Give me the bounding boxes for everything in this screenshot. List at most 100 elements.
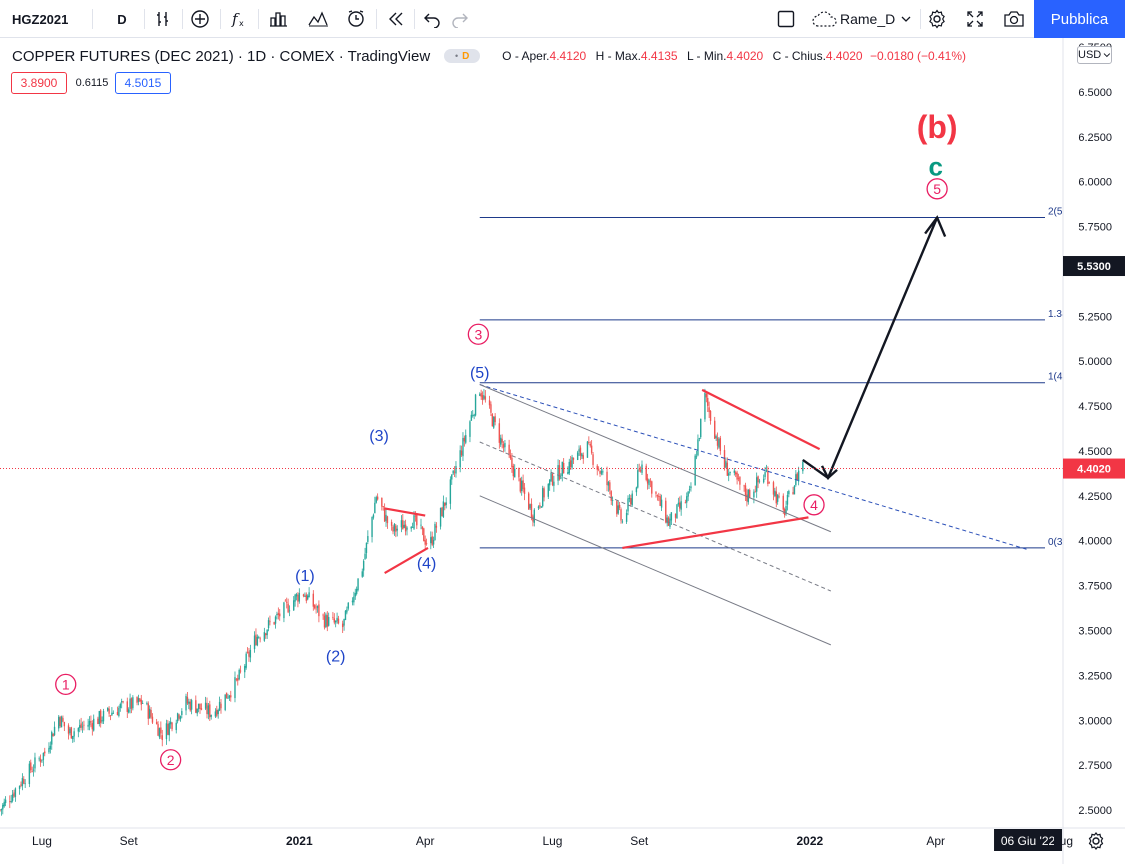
chart-legend: COPPER FUTURES (DEC 2021) · 1D · COMEX ·… <box>12 46 966 66</box>
price-tick-label: 4.2500 <box>1078 491 1112 503</box>
sell-price-button[interactable]: 3.8900 <box>11 72 67 94</box>
interval-button[interactable]: D <box>117 11 127 27</box>
wave-circle <box>55 673 77 696</box>
candle-body <box>160 727 162 734</box>
price-tick-label: 6.2500 <box>1078 132 1112 144</box>
candle-body <box>116 712 119 716</box>
candle-body <box>100 710 102 723</box>
bars-icon[interactable] <box>264 0 292 38</box>
candle-body <box>9 801 11 803</box>
data-flag[interactable]: • D <box>444 49 481 63</box>
gear-icon[interactable] <box>924 0 950 38</box>
layout-name[interactable]: Rame_D <box>840 11 896 27</box>
candle-body <box>88 720 91 726</box>
alert-icon[interactable] <box>342 0 370 38</box>
candle-body <box>600 471 603 474</box>
candle-body <box>404 524 407 532</box>
candle-body <box>578 449 580 452</box>
candle-body <box>572 457 575 460</box>
candle-body <box>206 703 208 715</box>
candle-body <box>786 495 789 505</box>
candle-body <box>307 595 309 600</box>
candle-body <box>295 594 298 597</box>
candle-body <box>374 502 376 514</box>
candle-body <box>200 708 203 710</box>
chart-drawings[interactable]: 2(5 1.38 1(4 0(3 <box>0 207 1068 646</box>
buy-price-button[interactable]: 4.5015 <box>115 72 171 94</box>
candle-body <box>625 512 628 522</box>
candle-body <box>77 727 80 732</box>
wave-circle <box>159 749 182 771</box>
publish-button[interactable]: Pubblica <box>1034 0 1125 38</box>
candle-body <box>588 442 590 443</box>
candle-body <box>793 485 796 495</box>
candle-body <box>189 701 191 711</box>
redo-icon[interactable] <box>448 0 472 38</box>
candle-body <box>109 715 112 717</box>
series-title[interactable]: COPPER FUTURES (DEC 2021) · 1D · COMEX ·… <box>12 47 431 65</box>
indicator-icon[interactable] <box>304 0 332 38</box>
candle-body <box>688 489 691 491</box>
candle-body <box>606 471 608 486</box>
bar-style-icon[interactable] <box>150 0 176 38</box>
candle-body <box>48 747 50 753</box>
square-icon[interactable] <box>774 0 798 38</box>
time-tick-label: Set <box>630 834 649 848</box>
candle-body <box>235 678 238 680</box>
candle-body <box>610 491 612 501</box>
candle-body <box>558 465 561 480</box>
candle-body <box>209 704 211 718</box>
candle-body <box>258 637 260 639</box>
candle-body <box>108 708 110 714</box>
candle-body <box>540 506 542 508</box>
candle-body <box>204 702 207 709</box>
cloud-icon[interactable] <box>810 0 840 38</box>
candle-body <box>410 526 412 529</box>
candle-body <box>465 435 467 443</box>
candle-body <box>90 721 92 723</box>
fullscreen-icon[interactable] <box>962 0 988 38</box>
fib-level-label: 2(5 <box>1048 207 1063 218</box>
camera-icon[interactable] <box>1000 0 1028 38</box>
candle-body <box>723 450 726 468</box>
candle-body <box>227 697 229 699</box>
candle-body <box>13 792 15 797</box>
candle-body <box>541 488 544 507</box>
plus-circle-icon[interactable] <box>188 0 212 38</box>
candle-body <box>631 493 633 506</box>
candle-body <box>402 520 404 530</box>
price-scale[interactable]: 2.5000 2.7500 3.0000 3.2500 3.5000 3.7500 4.00… <box>1062 38 1125 864</box>
candle-body <box>58 716 60 729</box>
candle-body <box>266 629 268 636</box>
candle-body <box>553 481 555 486</box>
undo-icon[interactable] <box>420 0 444 38</box>
candle-body <box>442 501 445 518</box>
wave-label: (5) <box>470 365 490 382</box>
candle-body <box>325 614 327 628</box>
time-tick-label: Lug <box>1053 834 1073 848</box>
triangle-line <box>622 516 809 549</box>
replay-icon[interactable] <box>382 0 410 38</box>
candle-body <box>548 479 551 486</box>
candle-body <box>472 415 474 417</box>
candle-body <box>178 714 180 719</box>
candle-body <box>431 536 433 545</box>
candle-body <box>49 745 52 750</box>
symbol-search-button[interactable]: HGZ2021 <box>12 11 69 27</box>
candle-body <box>155 722 158 725</box>
crosshair-price-label: 5.5300 <box>1077 261 1111 273</box>
candle-body <box>521 480 523 492</box>
fib-level-label: 1.38 <box>1048 309 1068 320</box>
candle-body <box>403 524 405 528</box>
candle-body <box>620 509 622 521</box>
chart-settings-icon[interactable] <box>1086 831 1106 851</box>
candle-body <box>460 450 463 456</box>
currency-selector[interactable]: USD <box>1077 46 1112 64</box>
candle-body <box>596 465 598 470</box>
candle-body <box>333 618 335 623</box>
chevron-down-icon[interactable] <box>898 0 914 38</box>
candle-body <box>493 416 495 428</box>
